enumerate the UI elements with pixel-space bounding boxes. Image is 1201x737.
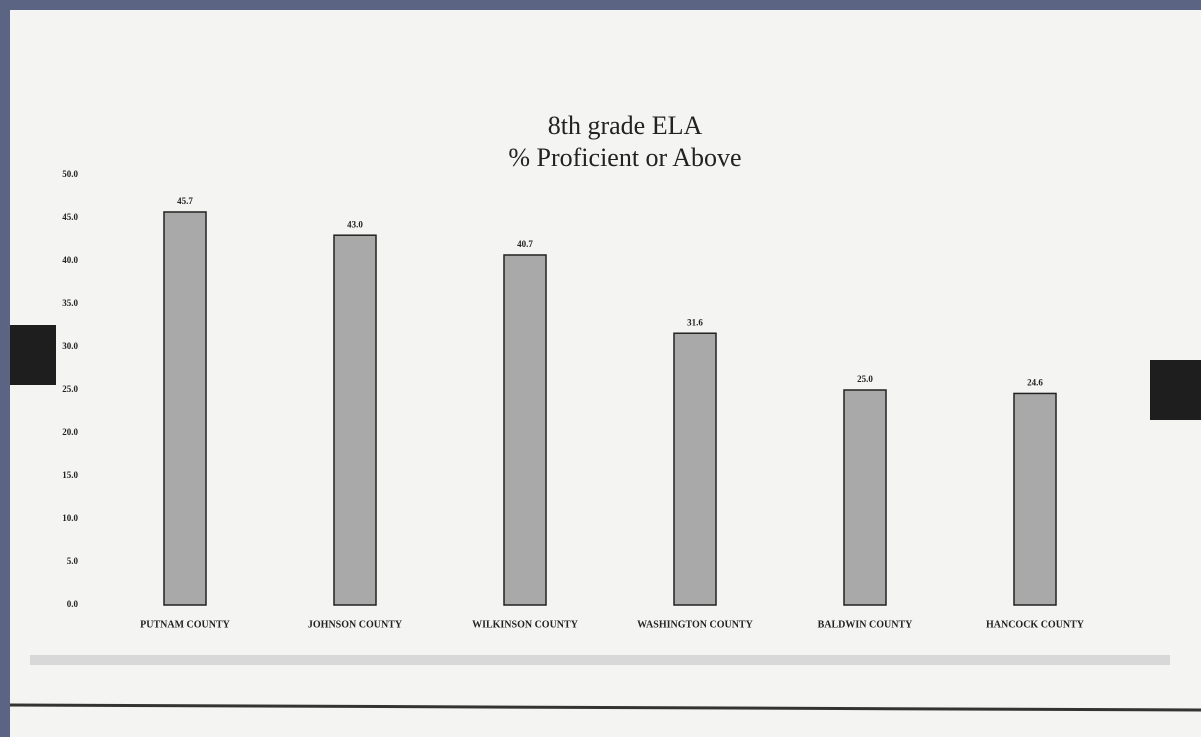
right-tab: [1150, 360, 1201, 420]
bar: [843, 389, 887, 606]
y-tick-label: 40.0: [62, 255, 78, 265]
x-tick-label: WASHINGTON COUNTY: [637, 619, 753, 630]
value-label: 45.7: [177, 196, 193, 206]
bar: [673, 332, 717, 606]
x-tick-label: JOHNSON COUNTY: [308, 619, 403, 630]
paper-shadow: [30, 655, 1170, 665]
y-tick-label: 20.0: [62, 427, 78, 437]
paper-edge: [9, 703, 1201, 712]
value-label: 31.6: [687, 317, 703, 327]
x-tick-label: BALDWIN COUNTY: [818, 619, 914, 630]
x-tick-label: HANCOCK COUNTY: [986, 619, 1085, 630]
y-tick-label: 5.0: [67, 556, 79, 566]
value-label: 40.7: [517, 239, 533, 249]
chart-subtitle: % Proficient or Above: [508, 143, 741, 172]
value-label: 25.0: [857, 374, 873, 384]
value-label: 24.6: [1027, 378, 1043, 388]
bar: [1013, 392, 1057, 606]
y-tick-label: 30.0: [62, 341, 78, 351]
bar: [503, 254, 547, 606]
y-tick-label: 45.0: [62, 212, 78, 222]
y-tick-label: 50.0: [62, 169, 78, 179]
bar: [163, 211, 207, 606]
y-tick-label: 25.0: [62, 384, 78, 394]
paper: [10, 10, 1201, 737]
y-tick-label: 10.0: [62, 513, 78, 523]
value-label: 43.0: [347, 219, 363, 229]
chart-title: 8th grade ELA: [548, 111, 703, 140]
x-tick-label: WILKINSON COUNTY: [472, 619, 579, 630]
x-tick-label: PUTNAM COUNTY: [140, 619, 230, 630]
y-tick-label: 15.0: [62, 470, 78, 480]
y-tick-label: 35.0: [62, 298, 78, 308]
y-tick-label: 0.0: [67, 599, 79, 609]
bar: [333, 234, 377, 606]
left-tab: [10, 325, 56, 385]
